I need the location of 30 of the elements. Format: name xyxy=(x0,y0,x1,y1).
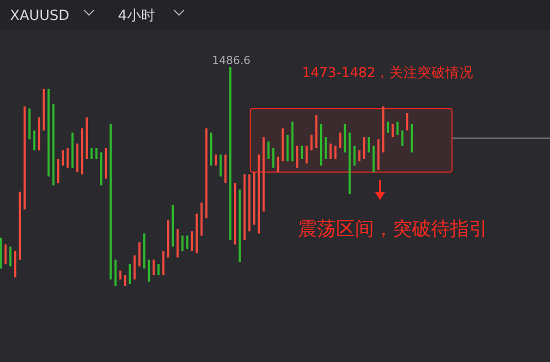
candlestick xyxy=(324,136,327,160)
candlestick xyxy=(152,259,155,276)
candlestick xyxy=(33,130,36,151)
candlestick xyxy=(181,235,184,252)
candlestick xyxy=(186,235,188,250)
candlestick xyxy=(267,140,270,160)
candlestick xyxy=(401,130,404,146)
candlestick xyxy=(190,230,194,252)
annotation: 1486.6 xyxy=(212,54,250,67)
band-label: 1473-1482，关注突破情况 xyxy=(302,65,474,81)
candlestick xyxy=(95,148,98,160)
chart-subtitle: 4小时 xyxy=(118,8,155,24)
candlestick xyxy=(339,132,342,149)
candlestick xyxy=(396,121,399,136)
candlestick xyxy=(334,145,336,160)
candlestick xyxy=(368,136,370,153)
candlestick xyxy=(330,143,332,160)
candlestick xyxy=(272,148,274,168)
candlestick xyxy=(148,259,150,282)
annotation: 震荡区间，突破待指引 xyxy=(298,218,488,240)
candlestick xyxy=(220,154,222,177)
chart-title: XAUUSD xyxy=(10,8,70,24)
candlestick xyxy=(300,145,304,160)
candlestick xyxy=(9,246,12,267)
candlestick xyxy=(128,264,131,284)
candlestick xyxy=(362,136,366,160)
candlestick xyxy=(66,148,69,168)
candlestick xyxy=(306,145,308,164)
candlestick xyxy=(90,148,93,160)
candlestick xyxy=(62,150,64,166)
